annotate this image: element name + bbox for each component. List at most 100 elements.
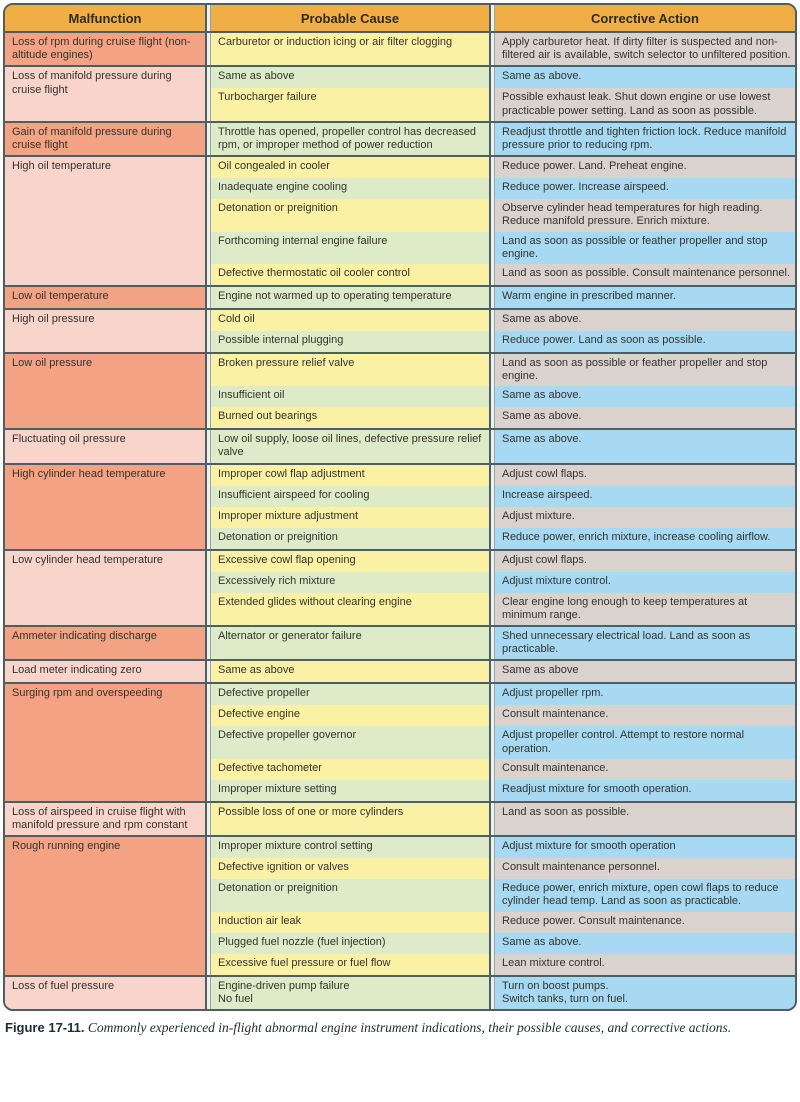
column-gap [489,67,495,121]
malfunction-cell: Loss of fuel pressure [5,976,205,1009]
corrective-action-cell: Same as above. [495,309,795,331]
corrective-action-cell: Same as above. [495,407,795,429]
corrective-action-cell: Land as soon as possible or feather prop… [495,231,795,264]
corrective-action-cell: Consult maintenance. [495,705,795,727]
probable-cause-cell: Excessively rich mixture [211,571,489,593]
probable-cause-cell: Low oil supply, loose oil lines, defecti… [211,430,489,463]
column-gap [489,430,495,463]
column-gap [205,430,211,463]
probable-cause-cell: Improper cowl flap adjustment [211,464,489,486]
probable-cause-cell: Improper mixture adjustment [211,506,489,528]
column-gap [489,627,495,660]
corrective-action-cell: Adjust mixture for smooth operation [495,837,795,859]
corrective-action-cell: Adjust propeller control. Attempt to res… [495,726,795,759]
column-gap [489,157,495,285]
column-gap [489,802,495,836]
column-gap [205,5,211,31]
malfunction-cell: Load meter indicating zero [5,661,205,683]
corrective-action-cell: Land as soon as possible. Consult mainte… [495,263,795,285]
probable-cause-cell: Defective thermostatic oil cooler contro… [211,263,489,285]
probable-cause-cell: Engine-driven pump failure No fuel [211,976,489,1009]
column-gap [205,976,211,1009]
corrective-action-cell: Observe cylinder head temperatures for h… [495,199,795,232]
probable-cause-cell: Improper mixture setting [211,779,489,801]
malfunction-group: Gain of manifold pressure during cruise … [5,120,795,156]
column-gap [489,684,495,801]
probable-cause-cell: Oil congealed in cooler [211,157,489,179]
column-gap [205,802,211,836]
column-gap [205,837,211,975]
column-gap [489,33,495,66]
column-header-malfunction: Malfunction [5,5,205,31]
column-gap [489,661,495,683]
column-gap [205,67,211,121]
malfunction-group: Surging rpm and overspeeding Defective pr… [5,682,795,801]
probable-cause-cell: Detonation or preignition [211,199,489,232]
corrective-action-cell: Apply carburetor heat. If dirty filter i… [495,33,795,66]
corrective-action-cell: Reduce power, enrich mixture, increase c… [495,527,795,549]
malfunction-group: Loss of manifold pressure during cruise … [5,65,795,121]
corrective-action-cell: Adjust cowl flaps. [495,464,795,486]
probable-cause-cell: Detonation or preignition [211,527,489,549]
column-gap [489,976,495,1009]
probable-cause-cell: Excessive fuel pressure or fuel flow [211,953,489,975]
malfunction-cell: Rough running engine [5,837,205,975]
probable-cause-cell: Defective engine [211,705,489,727]
probable-cause-cell: Turbocharger failure [211,88,489,121]
column-gap [489,837,495,975]
column-gap [205,627,211,660]
corrective-action-cell: Warm engine in prescribed manner. [495,286,795,308]
column-gap [205,353,211,429]
probable-cause-cell: Defective ignition or valves [211,858,489,880]
probable-cause-cell: Defective propeller governor [211,726,489,759]
malfunction-table: Malfunction Probable Cause Corrective Ac… [3,3,797,1011]
corrective-action-cell: Reduce power. Land. Preheat engine. [495,157,795,179]
probable-cause-cell: Excessive cowl flap opening [211,550,489,572]
corrective-action-cell: Possible exhaust leak. Shut down engine … [495,88,795,121]
malfunction-group: Loss of fuel pressure Engine-driven pump … [5,974,795,1009]
corrective-action-cell: Adjust mixture control. [495,571,795,593]
probable-cause-cell: Defective tachometer [211,758,489,780]
corrective-action-cell: Clear engine long enough to keep tempera… [495,592,795,625]
corrective-action-cell: Reduce power. Increase airspeed. [495,178,795,200]
table-body: Loss of rpm during cruise flight (non-al… [5,33,795,1009]
corrective-action-cell: Same as above. [495,430,795,463]
probable-cause-cell: Burned out bearings [211,407,489,429]
column-header-corrective-action: Corrective Action [495,5,795,31]
column-gap [489,353,495,429]
column-gap [205,309,211,352]
corrective-action-cell: Reduce power, enrich mixture, open cowl … [495,879,795,912]
malfunction-cell: Loss of airspeed in cruise flight with m… [5,802,205,836]
malfunction-cell: High cylinder head temperature [5,464,205,549]
probable-cause-cell: Extended glides without clearing engine [211,592,489,625]
corrective-action-cell: Consult maintenance personnel. [495,858,795,880]
corrective-action-cell: Same as above. [495,386,795,408]
column-gap [489,309,495,352]
corrective-action-cell: Adjust propeller rpm. [495,684,795,706]
corrective-action-cell: Shed unnecessary electrical load. Land a… [495,627,795,660]
column-gap [205,33,211,66]
probable-cause-cell: Same as above [211,661,489,683]
corrective-action-cell: Readjust throttle and tighten friction l… [495,122,795,156]
corrective-action-cell: Reduce power. Consult maintenance. [495,911,795,933]
probable-cause-cell: Carburetor or induction icing or air fil… [211,33,489,66]
malfunction-group: High oil pressure Cold oil Same as above. P… [5,307,795,352]
probable-cause-cell: Same as above [211,67,489,89]
malfunction-group: Rough running engine Improper mixture con… [5,835,795,975]
corrective-action-cell: Adjust mixture. [495,506,795,528]
table-header-row: Malfunction Probable Cause Corrective Ac… [5,5,795,33]
malfunction-cell: Low cylinder head temperature [5,550,205,625]
column-gap [489,550,495,625]
probable-cause-cell: Throttle has opened, propeller control h… [211,122,489,156]
figure-caption-label: Figure 17-11. [5,1019,85,1035]
corrective-action-cell: Land as soon as possible or feather prop… [495,353,795,387]
column-gap [205,286,211,308]
probable-cause-cell: Inadequate engine cooling [211,178,489,200]
column-gap [205,122,211,156]
figure-caption-text: Commonly experienced in-flight abnormal … [84,1019,732,1035]
corrective-action-cell: Reduce power. Land as soon as possible. [495,330,795,352]
corrective-action-cell: Same as above. [495,932,795,954]
column-gap [205,464,211,549]
probable-cause-cell: Possible loss of one or more cylinders [211,802,489,836]
malfunction-cell: Surging rpm and overspeeding [5,684,205,801]
